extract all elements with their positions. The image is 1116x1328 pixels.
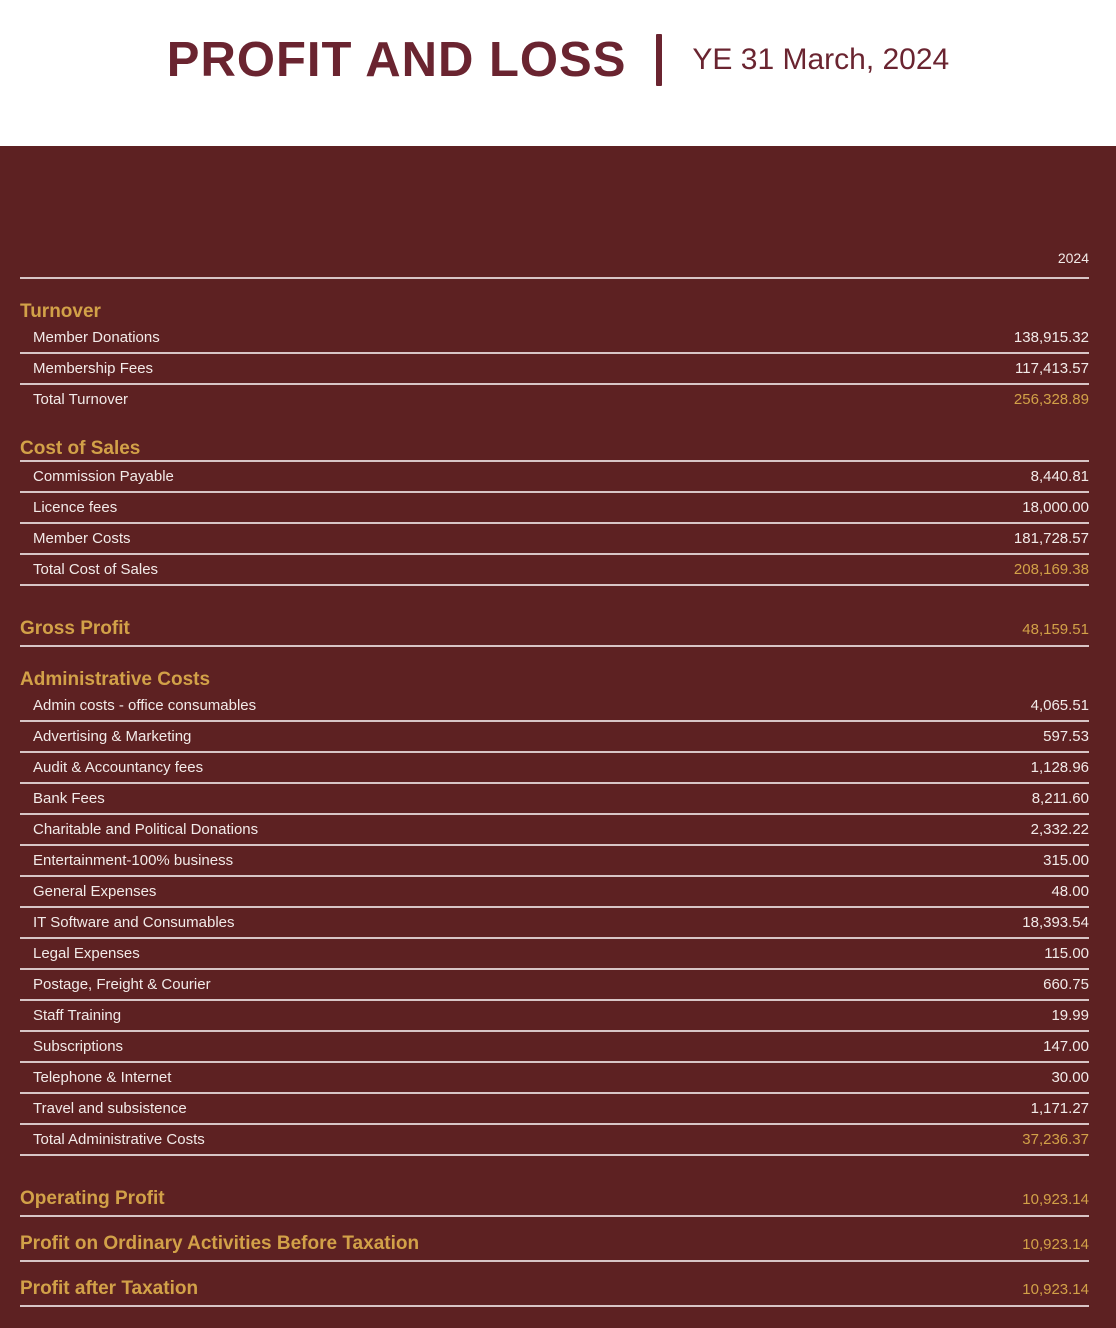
row-value-entertainment-100-business: 315.00 [1043,852,1089,869]
row-value-commission-payable: 8,440.81 [1030,468,1089,485]
row-label-member-costs: Member Costs [33,530,131,547]
profit-row-profit-after-taxation: Profit after Taxation 10,923.14 [20,1278,1089,1307]
row-label-subscriptions: Subscriptions [33,1038,124,1055]
year-column-header: 2024 [20,249,1089,279]
row-value-gross-profit: 48,159.51 [1022,621,1089,638]
row-value-member-donations: 138,915.32 [1013,329,1089,346]
row-value-subscriptions: 147.00 [1043,1038,1089,1055]
row-label-it-software-and-consumables: IT Software and Consumables [33,914,235,931]
row-value-travel-and-subsistence: 1,171.27 [1030,1100,1089,1117]
row-value-postage-freight-courier: 660.75 [1043,976,1089,993]
row-label-charitable-and-political-donations: Charitable and Political Donations [33,821,259,838]
profit-row-operating-profit: Operating Profit 10,923.14 [20,1188,1089,1217]
row-value-membership-fees: 117,413.57 [1015,360,1089,377]
row-label-membership-fees: Membership Fees [33,360,154,377]
item-row-charitable-and-political-donations: Charitable and Political Donations 2,332.… [20,815,1089,846]
item-row-entertainment-100-business: Entertainment-100% business 315.00 [20,846,1089,877]
row-label-staff-training: Staff Training [33,1007,122,1024]
row-label-total-turnover: Total Turnover [33,391,129,408]
report-period: YE 31 March, 2024 [692,43,950,76]
row-label-turnover: Turnover [20,301,101,322]
row-label-total-cost-of-sales: Total Cost of Sales [33,561,159,578]
item-row-staff-training: Staff Training 19.99 [20,1001,1089,1032]
profit-row-profit-on-ordinary-activities-before-taxation: Profit on Ordinary Activities Before Tax… [20,1233,1089,1262]
item-row-legal-expenses: Legal Expenses 115.00 [20,939,1089,970]
row-label-gross-profit: Gross Profit [20,618,130,639]
row-label-telephone-internet: Telephone & Internet [33,1069,172,1086]
item-row-member-donations: Member Donations 138,915.32 [20,323,1089,354]
total-row-total-turnover: Total Turnover 256,328.89 [20,385,1089,416]
row-label-commission-payable: Commission Payable [33,468,174,485]
row-label-postage-freight-courier: Postage, Freight & Courier [33,976,211,993]
row-value-2024: 2024 [1057,250,1089,266]
title-row: PROFIT AND LOSS YE 31 March, 2024 [167,32,949,88]
row-label-cost-of-sales: Cost of Sales [20,438,141,459]
row-value-staff-training: 19.99 [1051,1007,1089,1024]
item-row-member-costs: Member Costs 181,728.57 [20,524,1089,555]
total-row-total-administrative-costs: Total Administrative Costs 37,236.37 [20,1125,1089,1156]
row-label-travel-and-subsistence: Travel and subsistence [33,1100,187,1117]
item-row-travel-and-subsistence: Travel and subsistence 1,171.27 [20,1094,1089,1125]
row-label-profit-after-taxation: Profit after Taxation [20,1278,199,1299]
item-row-admin-costs-office-consumables: Admin costs - office consumables 4,065.51 [20,691,1089,722]
item-row-advertising-marketing: Advertising & Marketing 597.53 [20,722,1089,753]
row-value-profit-after-taxation: 10,923.14 [1022,1281,1089,1298]
row-value-member-costs: 181,728.57 [1013,530,1089,547]
statement-rows: 2024 Turnover Member Donations 138,915.32 Me… [20,249,1089,1307]
row-label-profit-on-ordinary-activities-before-taxation: Profit on Ordinary Activities Before Tax… [20,1233,420,1254]
row-value-total-administrative-costs: 37,236.37 [1022,1131,1089,1148]
document-header: PROFIT AND LOSS YE 31 March, 2024 [0,0,1116,146]
item-row-subscriptions: Subscriptions 147.00 [20,1032,1089,1063]
total-row-total-cost-of-sales: Total Cost of Sales 208,169.38 [20,555,1089,586]
section-row-cost-of-sales: Cost of Sales [20,438,1089,462]
item-row-membership-fees: Membership Fees 117,413.57 [20,354,1089,385]
row-label-administrative-costs: Administrative Costs [20,669,211,690]
row-value-total-cost-of-sales: 208,169.38 [1013,561,1089,578]
item-row-postage-freight-courier: Postage, Freight & Courier 660.75 [20,970,1089,1001]
row-label-advertising-marketing: Advertising & Marketing [33,728,192,745]
profit-row-gross-profit: Gross Profit 48,159.51 [20,618,1089,647]
item-row-general-expenses: General Expenses 48.00 [20,877,1089,908]
item-row-licence-fees: Licence fees 18,000.00 [20,493,1089,524]
row-value-telephone-internet: 30.00 [1051,1069,1089,1086]
row-label-member-donations: Member Donations [33,329,160,346]
row-value-operating-profit: 10,923.14 [1022,1191,1089,1208]
row-label-licence-fees: Licence fees [33,499,118,516]
item-row-bank-fees: Bank Fees 8,211.60 [20,784,1089,815]
row-label-admin-costs-office-consumables: Admin costs - office consumables [33,697,257,714]
row-value-legal-expenses: 115.00 [1044,945,1089,962]
row-label-operating-profit: Operating Profit [20,1188,165,1209]
row-label-total-administrative-costs: Total Administrative Costs [33,1131,205,1148]
row-label-bank-fees: Bank Fees [33,790,105,807]
row-value-total-turnover: 256,328.89 [1013,391,1089,408]
row-value-advertising-marketing: 597.53 [1043,728,1089,745]
row-label-audit-accountancy-fees: Audit & Accountancy fees [33,759,204,776]
row-value-profit-on-ordinary-activities-before-taxation: 10,923.14 [1022,1236,1089,1253]
page-title: PROFIT AND LOSS [166,33,627,87]
item-row-audit-accountancy-fees: Audit & Accountancy fees 1,128.96 [20,753,1089,784]
row-value-licence-fees: 18,000.00 [1022,499,1089,516]
item-row-telephone-internet: Telephone & Internet 30.00 [20,1063,1089,1094]
item-row-it-software-and-consumables: IT Software and Consumables 18,393.54 [20,908,1089,939]
title-separator-bar [656,34,663,86]
row-value-audit-accountancy-fees: 1,128.96 [1030,759,1089,776]
statement-body: 2024 Turnover Member Donations 138,915.32 Me… [0,146,1116,1328]
row-value-charitable-and-political-donations: 2,332.22 [1030,821,1089,838]
row-label-entertainment-100-business: Entertainment-100% business [33,852,234,869]
item-row-commission-payable: Commission Payable 8,440.81 [20,462,1089,493]
row-value-admin-costs-office-consumables: 4,065.51 [1030,697,1089,714]
row-label-general-expenses: General Expenses [33,883,157,900]
section-row-turnover: Turnover [20,301,1089,323]
section-row-administrative-costs: Administrative Costs [20,669,1089,691]
row-value-general-expenses: 48.00 [1051,883,1089,900]
row-label-legal-expenses: Legal Expenses [33,945,140,962]
row-value-it-software-and-consumables: 18,393.54 [1022,914,1089,931]
row-value-bank-fees: 8,211.60 [1031,790,1089,807]
